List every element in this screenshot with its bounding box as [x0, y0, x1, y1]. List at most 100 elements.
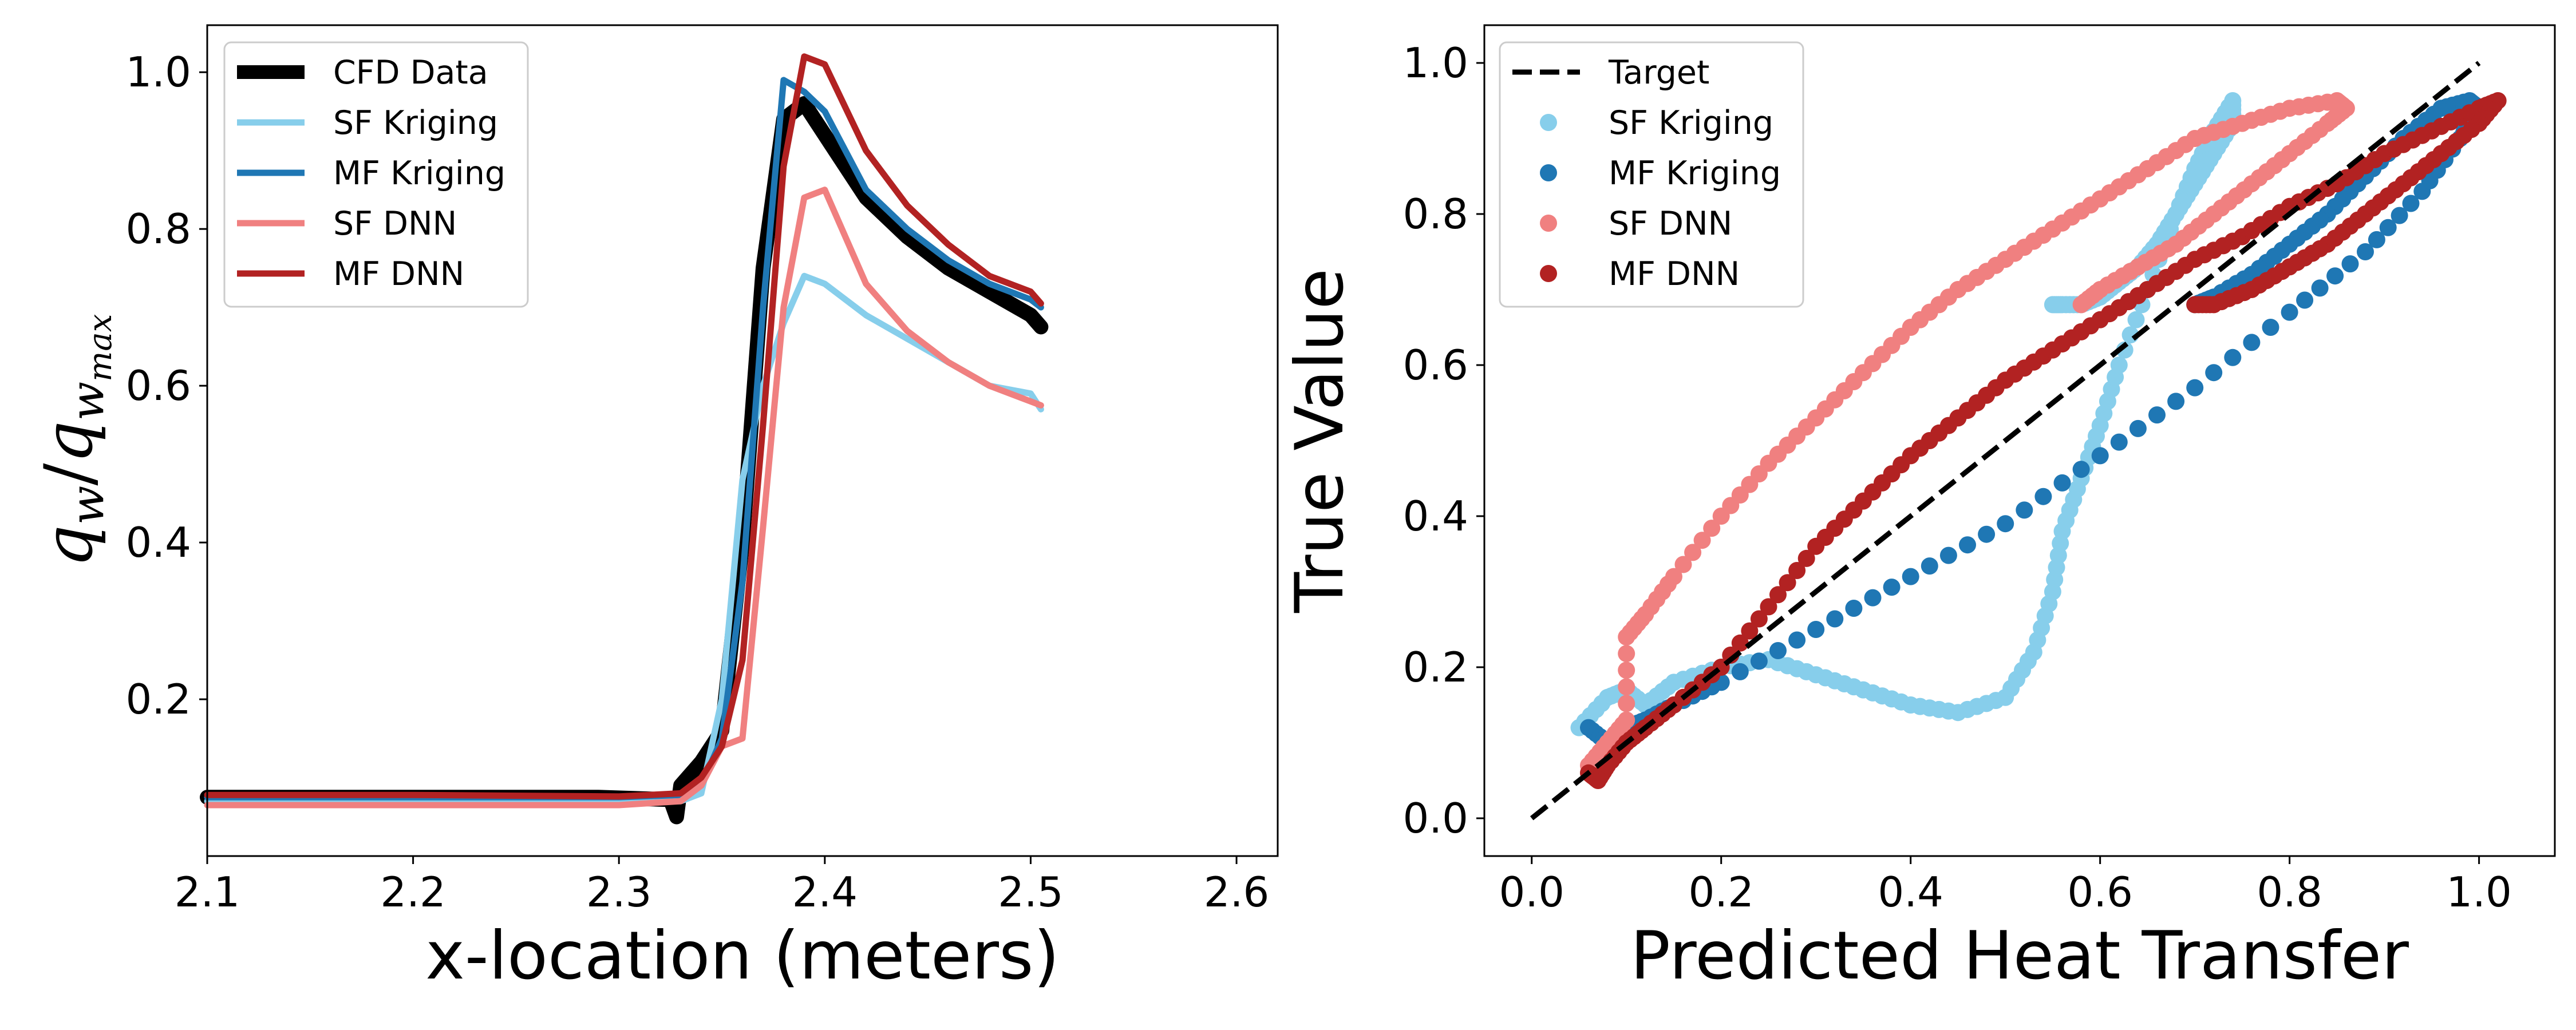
point-sf-dnn — [1618, 661, 1635, 679]
right-x-axis-label: Predicted Heat Transfer — [1630, 917, 2409, 995]
point-mf-kriging — [2357, 243, 2374, 260]
point-mf-dnn — [1760, 598, 1777, 616]
right-x-tick-label: 0.2 — [1688, 868, 1754, 916]
legend-label-sf-dnn: SF DNN — [333, 205, 457, 243]
right-x-tick-label: 0.4 — [1878, 868, 1943, 916]
point-mf-dnn — [2186, 296, 2204, 314]
point-sf-dnn — [1618, 645, 1635, 663]
point-mf-kriging — [1959, 536, 1976, 554]
left-y-tick-label: 0.4 — [125, 518, 191, 566]
left-y-tick-label: 0.8 — [125, 205, 191, 253]
right-chart: 0.0 0.2 0.4 0.6 0.8 1.0 0.0 0.2 0.4 0.6 0.8 1.0 Pr… — [1281, 24, 2556, 995]
point-mf-kriging — [2281, 303, 2298, 321]
point-mf-kriging — [1788, 631, 1806, 649]
point-mf-kriging — [2296, 291, 2314, 309]
point-mf-kriging — [2262, 319, 2279, 336]
right-x-ticks: 0.0 0.2 0.4 0.6 0.8 1.0 — [1499, 856, 2512, 916]
right-y-tick-label: 0.4 — [1402, 492, 1468, 540]
point-sf-dnn — [2072, 296, 2090, 314]
right-y-ticks: 0.0 0.2 0.4 0.6 0.8 1.0 — [1402, 39, 1484, 842]
right-legend: Target SF Kriging MF Kriging SF DNN MF DNN — [1499, 41, 1804, 308]
point-mf-kriging — [1997, 515, 2014, 533]
right-x-tick-label: 0.6 — [2067, 868, 2133, 916]
point-mf-kriging — [1864, 589, 1882, 607]
left-x-ticks: 2.1 2.2 2.3 2.4 2.5 2.6 — [175, 856, 1269, 916]
point-sf-kriging — [2044, 296, 2061, 314]
legend-swatch-sf-kriging — [1540, 114, 1557, 131]
point-mf-kriging — [2148, 406, 2166, 424]
point-mf-kriging — [2205, 364, 2223, 382]
right-y-tick-label: 0.2 — [1402, 643, 1468, 691]
right-y-tick-label: 0.8 — [1402, 190, 1468, 238]
point-mf-kriging — [1921, 557, 1938, 575]
point-mf-dnn — [1741, 622, 1759, 640]
left-x-tick-label: 2.2 — [380, 868, 446, 916]
target-line — [1530, 61, 2481, 821]
legend-box — [223, 41, 529, 308]
right-x-tick-label: 0.0 — [1499, 868, 1564, 916]
ylabel-slash: / — [30, 463, 108, 486]
left-x-tick-label: 2.4 — [792, 868, 858, 916]
point-mf-kriging — [2091, 447, 2109, 465]
svg-text:qw/qwmax: qw/qwmax — [30, 314, 119, 568]
point-mf-dnn — [1788, 562, 1806, 579]
legend-swatch-mf-kriging — [1540, 164, 1557, 181]
right-y-tick-label: 1.0 — [1402, 39, 1468, 87]
point-mf-kriging — [1769, 642, 1787, 659]
ylabel-q1: q — [30, 525, 108, 567]
point-mf-kriging — [2167, 393, 2185, 410]
point-sf-dnn — [1618, 711, 1635, 729]
legend-label-sf-kriging: SF Kriging — [1609, 104, 1773, 142]
legend-label-mf-kriging: MF Kriging — [333, 154, 505, 192]
right-y-axis-label: True Value — [1281, 268, 1358, 613]
legend-label-mf-dnn: MF DNN — [333, 255, 464, 293]
left-y-ticks: 0.2 0.4 0.6 0.8 1.0 — [125, 48, 207, 723]
point-mf-dnn — [1797, 549, 1815, 567]
legend-label-target: Target — [1608, 54, 1709, 92]
point-mf-kriging — [2391, 207, 2408, 224]
legend-swatch-mf-dnn — [1540, 265, 1557, 282]
left-legend: CFD Data SF Kriging MF Kriging SF DNN MF DNN — [223, 41, 529, 308]
point-mf-kriging — [1807, 621, 1825, 638]
point-mf-kriging — [2368, 231, 2385, 248]
legend-label-mf-kriging: MF Kriging — [1609, 154, 1781, 192]
legend-label-cfd-data: CFD Data — [333, 54, 488, 92]
point-mf-kriging — [2186, 379, 2204, 397]
point-mf-dnn — [1769, 586, 1787, 604]
point-mf-kriging — [2224, 348, 2242, 366]
series-line-mf-dnn — [204, 53, 1044, 800]
legend-swatch-sf-dnn — [1540, 215, 1557, 232]
left-chart: 2.1 2.2 2.3 2.4 2.5 2.6 0.2 0.4 0.6 0.8 1.0 x-loc… — [30, 24, 1279, 995]
point-mf-kriging — [1902, 568, 1919, 585]
point-mf-kriging — [1978, 525, 1996, 543]
point-mf-kriging — [2379, 219, 2397, 236]
point-sf-kriging — [2110, 356, 2128, 374]
point-sf-dnn — [1693, 532, 1711, 549]
point-mf-kriging — [2016, 501, 2033, 519]
point-sf-kriging — [2127, 311, 2145, 328]
point-mf-kriging — [2053, 474, 2071, 492]
left-x-tick-label: 2.5 — [998, 868, 1064, 916]
legend-box — [1499, 41, 1804, 308]
left-y-tick-label: 0.2 — [125, 675, 191, 723]
point-mf-kriging — [2129, 419, 2147, 437]
point-sf-dnn — [1674, 556, 1692, 573]
point-mf-kriging — [2034, 488, 2052, 505]
point-sf-dnn — [1618, 678, 1635, 696]
point-sf-dnn — [1665, 568, 1682, 585]
ylabel-q2: q — [30, 421, 108, 463]
point-mf-dnn — [1779, 574, 1796, 592]
ylabel-sub-max: max — [82, 314, 119, 382]
point-mf-kriging — [2110, 433, 2128, 451]
point-mf-dnn — [1731, 634, 1749, 652]
point-mf-kriging — [2402, 195, 2420, 212]
point-mf-kriging — [1750, 652, 1768, 670]
ylabel-sub-w2: w — [61, 382, 114, 421]
series-line-sf-dnn — [204, 187, 1044, 809]
point-mf-kriging — [2341, 255, 2359, 273]
left-plot-frame — [206, 24, 1279, 857]
point-mf-kriging — [1939, 546, 1957, 564]
right-series-points — [1570, 92, 2507, 789]
ylabel-sub-w1: w — [61, 486, 114, 525]
right-plot-frame — [1483, 24, 2556, 857]
